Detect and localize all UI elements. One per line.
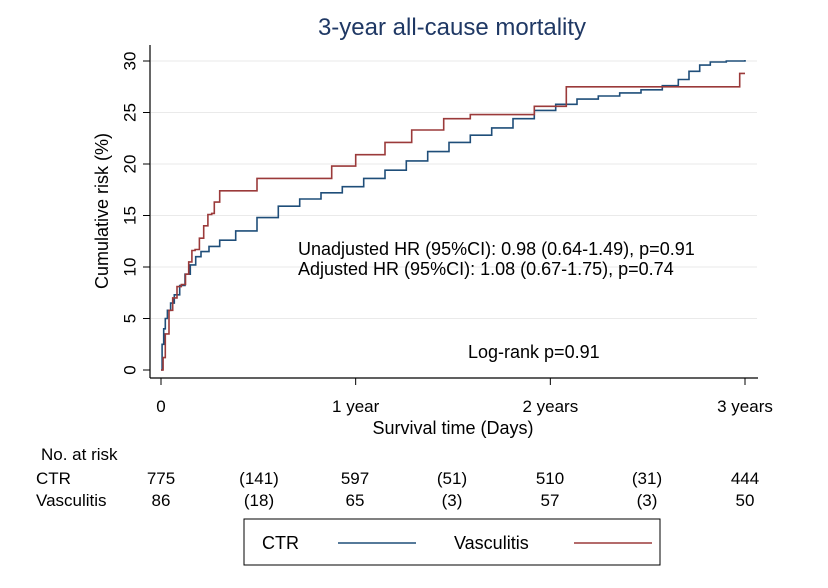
risk-cell-ctr-6: 444	[731, 469, 759, 488]
x-tick-label-365: 1 year	[332, 397, 380, 416]
x-tick-label-1095: 3 years	[717, 397, 773, 416]
risk-row-label-vasculitis: Vasculitis	[36, 491, 107, 510]
legend-box	[243, 518, 661, 566]
y-axis-label: Cumulative risk (%)	[92, 133, 112, 289]
risk-cell-vasculitis-4: 57	[541, 491, 560, 510]
x-axis-ticks: 0 1 year 2 years 3 years	[156, 378, 773, 416]
risk-cell-ctr-1: (141)	[239, 469, 279, 488]
risk-cell-vasculitis-6: 50	[736, 491, 755, 510]
legend-label-vasculitis: Vasculitis	[454, 533, 529, 553]
y-axis-ticks: 0 5 10 15 20 25 30	[120, 52, 150, 375]
risk-row-label-ctr: CTR	[36, 469, 71, 488]
risk-table: CTR 775 (141) 597 (51) 510 (31) 444 Vasculitis 86…	[36, 469, 759, 510]
annotation-logrank: Log-rank p=0.91	[468, 342, 600, 362]
y-tick-label-0: 0	[120, 365, 139, 374]
risk-cell-vasculitis-0: 86	[152, 491, 171, 510]
risk-cell-ctr-4: 510	[536, 469, 564, 488]
x-axis-label: Survival time (Days)	[372, 418, 533, 438]
annotation-adjusted-hr: Adjusted HR (95%CI): 1.08 (0.67-1.75), p…	[298, 259, 674, 279]
series-line-vasculitis	[161, 72, 745, 371]
y-tick-label-5: 5	[120, 314, 139, 323]
y-tick-label-20: 20	[120, 155, 139, 174]
gridlines	[151, 60, 757, 319]
y-tick-label-25: 25	[120, 103, 139, 122]
risk-cell-ctr-0: 775	[147, 469, 175, 488]
y-tick-label-15: 15	[120, 206, 139, 225]
risk-cell-vasculitis-1: (18)	[244, 491, 274, 510]
y-tick-label-10: 10	[120, 258, 139, 277]
risk-cell-vasculitis-3: (3)	[442, 491, 463, 510]
risk-cell-ctr-3: (51)	[437, 469, 467, 488]
x-tick-label-730: 2 years	[522, 397, 578, 416]
y-tick-label-30: 30	[120, 52, 139, 71]
risk-cell-ctr-2: 597	[341, 469, 369, 488]
series-lines	[161, 60, 746, 371]
x-tick-label-0: 0	[156, 397, 165, 416]
risk-cell-ctr-5: (31)	[632, 469, 662, 488]
legend-label-ctr: CTR	[262, 533, 299, 553]
risk-cell-vasculitis-2: 65	[346, 491, 365, 510]
annotation-unadjusted-hr: Unadjusted HR (95%CI): 0.98 (0.64-1.49),…	[298, 239, 695, 259]
risk-table-title: No. at risk	[41, 445, 118, 464]
chart-title: 3-year all-cause mortality	[318, 14, 586, 41]
risk-cell-vasculitis-5: (3)	[637, 491, 658, 510]
series-line-ctr	[161, 60, 746, 371]
